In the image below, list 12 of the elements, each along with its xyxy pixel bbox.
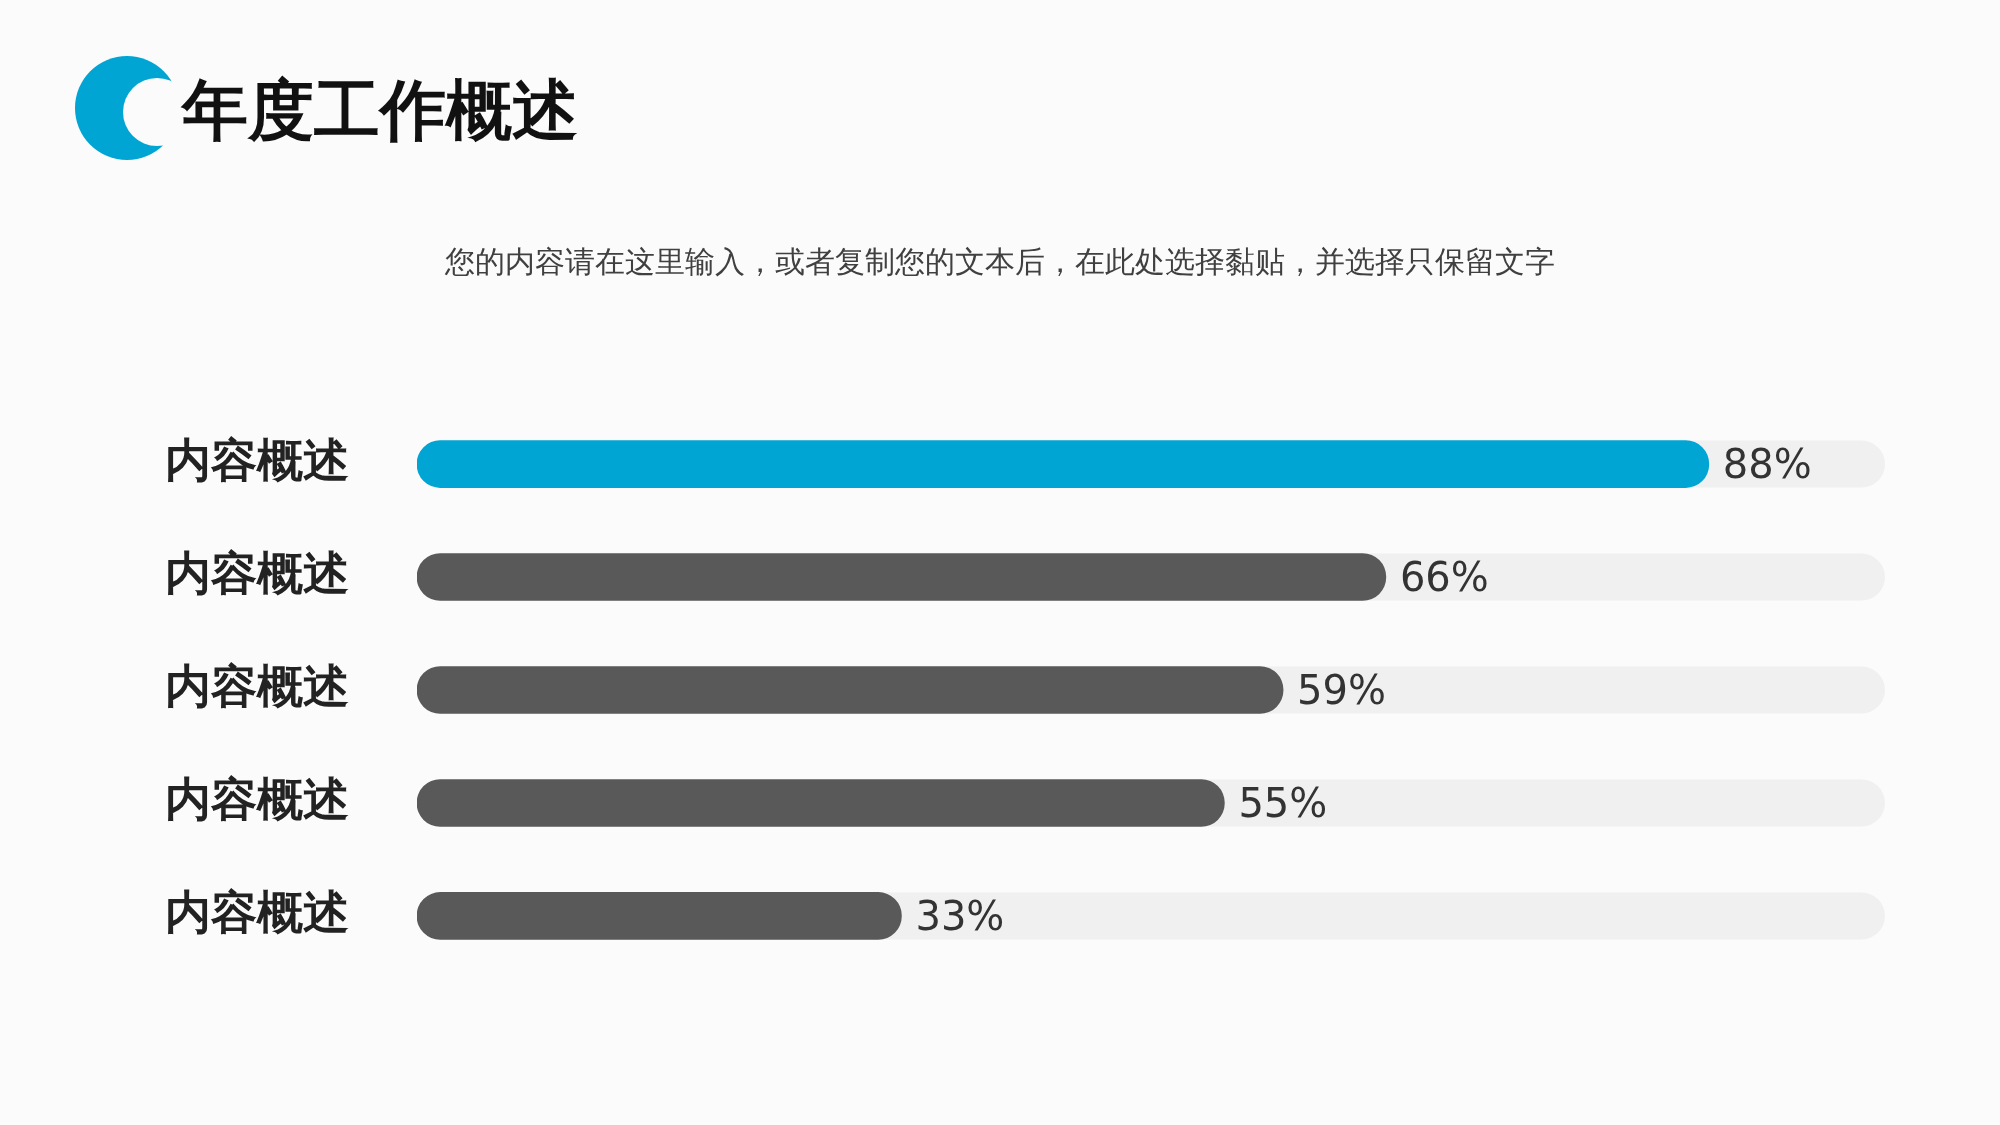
y-tick-label: 内容概述 [165, 658, 349, 713]
y-tick-label: 内容概述 [165, 884, 349, 939]
data-label: 33% [915, 893, 1005, 940]
data-label: 88% [1722, 441, 1812, 488]
y-tick-label: 内容概述 [165, 771, 349, 826]
y-tick-label: 内容概述 [165, 433, 349, 488]
data-label: 66% [1399, 554, 1489, 601]
chart-subtitle: 您的内容请在这里输入，或者复制您的文本后，在此处选择黏贴，并选择只保留文字 [444, 243, 1556, 281]
y-tick-label: 内容概述 [165, 545, 349, 600]
data-label: 59% [1297, 667, 1387, 714]
data-label: 55% [1238, 780, 1328, 827]
chart-title: 年度工作概述 [182, 71, 578, 151]
